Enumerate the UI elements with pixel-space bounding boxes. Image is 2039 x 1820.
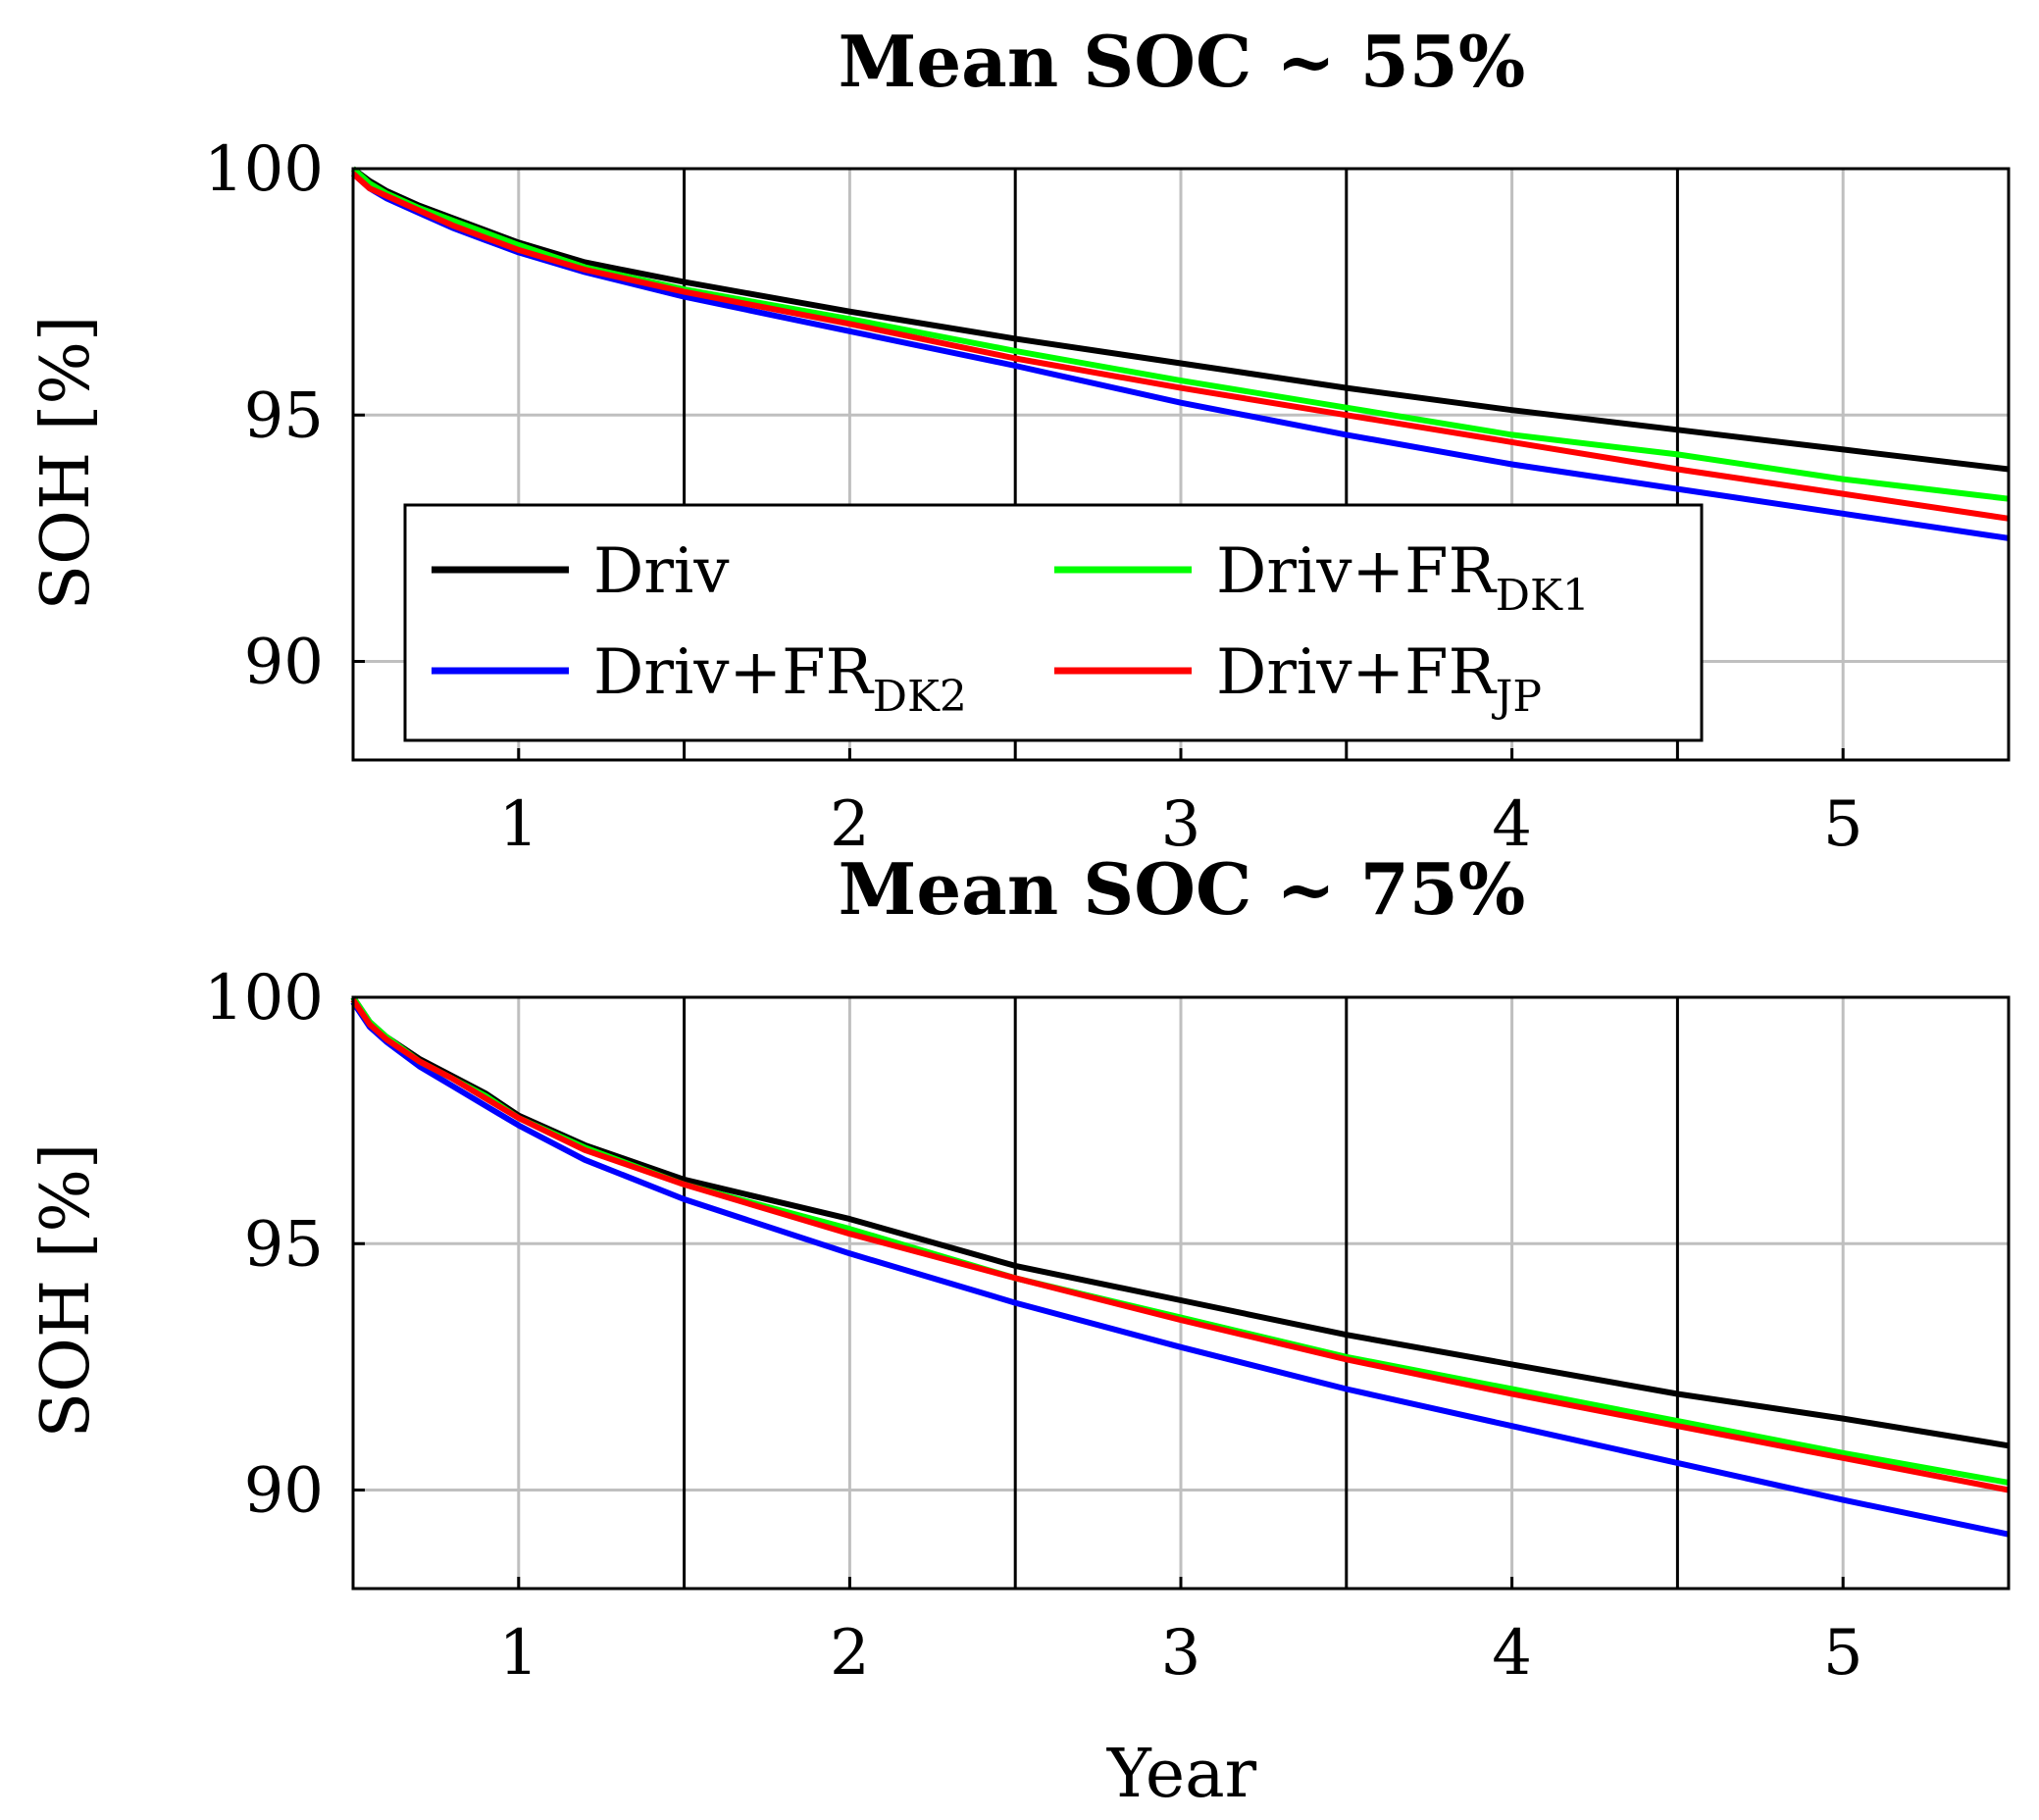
x-tick-label: 1 [498, 788, 538, 861]
series-lines-bottom [350, 995, 2010, 1538]
x-tick-label: 3 [1161, 788, 1201, 861]
y-tick-label: 95 [244, 379, 324, 452]
grid-bottom [353, 995, 2009, 1589]
legend-label-dk1: Driv+FRDK1 [1216, 535, 1590, 621]
y-tick-label: 90 [244, 627, 324, 699]
x-tick-label: 3 [1161, 1617, 1201, 1690]
x-tick-label: 1 [498, 1617, 538, 1690]
y-ticks-top: 90 95 100 [204, 133, 365, 699]
x-tick-label: 2 [830, 788, 870, 861]
x-ticks-top: 1 2 3 4 5 [498, 748, 1863, 861]
x-tick-label: 4 [1492, 788, 1532, 861]
vertical-markers-bottom [683, 997, 1679, 1589]
legend-label-dk2: Driv+FRDK2 [593, 636, 967, 722]
series-lines-top [351, 166, 2010, 541]
legend-label-jp: Driv+FRJP [1216, 636, 1542, 722]
y-tick-label: 100 [204, 962, 324, 1035]
y-tick-label: 90 [244, 1455, 324, 1528]
chart-panel-top: Mean SOC ~ 55% SOH [%] 1 2 3 4 5 90 95 100 Dri… [27, 20, 2011, 861]
x-tick-label: 4 [1492, 1617, 1532, 1690]
y-tick-label: 95 [244, 1208, 324, 1281]
legend-box [403, 503, 1704, 742]
chart-title-top: Mean SOC ~ 55% [839, 20, 1526, 103]
y-tick-label: 100 [204, 133, 324, 206]
series-line-driv-fr-jp [351, 171, 2010, 522]
legend-label-driv: Driv [593, 535, 730, 608]
series-line-driv-fr-jp [350, 997, 2010, 1493]
chart-panel-bottom: Mean SOC ~ 75% SOH [%] 1 2 3 4 5 90 95 100 Yea… [27, 847, 2011, 1813]
x-axis-label: Year [1106, 1736, 1257, 1813]
chart-title-bottom: Mean SOC ~ 75% [839, 847, 1526, 931]
y-axis-label-bottom: SOH [%] [27, 1143, 105, 1439]
x-tick-label: 2 [830, 1617, 870, 1690]
x-tick-label: 5 [1823, 788, 1863, 861]
series-line-driv-fr-dk2 [350, 1000, 2010, 1538]
x-ticks-bottom: 1 2 3 4 5 [498, 1577, 1863, 1690]
x-tick-label: 5 [1823, 1617, 1863, 1690]
y-ticks-bottom: 90 95 100 [204, 962, 365, 1528]
y-axis-label-top: SOH [%] [27, 316, 105, 611]
legend: Driv Driv+FRDK1 Driv+FRDK2 Driv+FRJP [403, 503, 1704, 742]
